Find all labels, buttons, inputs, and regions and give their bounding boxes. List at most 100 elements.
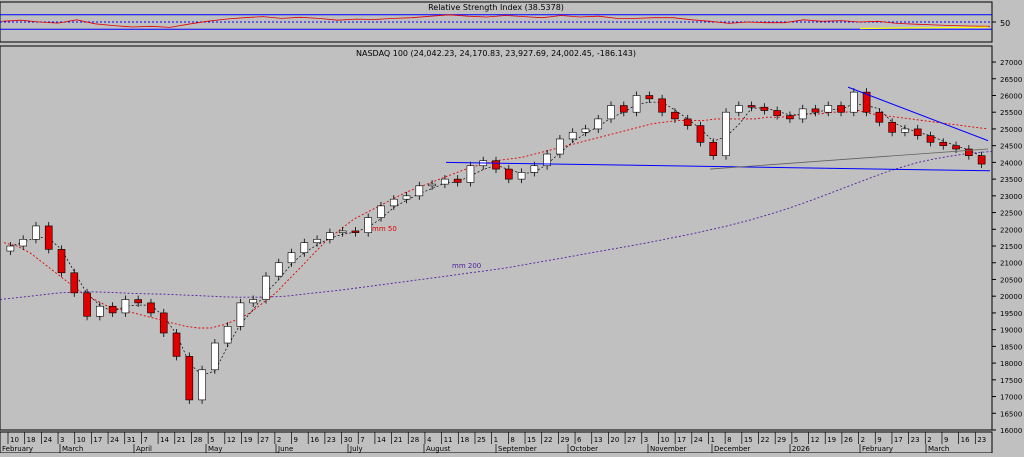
y-tick-label: 22000 — [1000, 226, 1022, 234]
month-label: March — [928, 445, 949, 453]
mm200-annotation: mm 200 — [452, 262, 481, 270]
x-tick-label: 22 — [544, 436, 553, 444]
month-label: July — [349, 445, 363, 453]
gray-trendline — [709, 148, 989, 170]
candle-up — [364, 217, 373, 233]
candle-down — [696, 125, 705, 143]
x-tick-label: 5 — [794, 436, 798, 444]
x-tick-label: 7 — [143, 436, 147, 444]
y-tick-label: 27000 — [1000, 59, 1022, 67]
candle-up — [262, 275, 270, 300]
candle-up — [798, 108, 807, 120]
candle-up — [415, 185, 424, 197]
x-tick-label: 1 — [494, 436, 498, 444]
month-label: April — [136, 445, 152, 453]
candle-up — [6, 245, 15, 252]
x-tick-label: 24 — [694, 436, 703, 444]
x-tick-label: 13 — [594, 436, 603, 444]
resistance-trendline — [847, 86, 989, 142]
y-tick-label: 25000 — [1000, 126, 1022, 134]
price-panel: NASDAQ 100 (24,042.23, 24,170.83, 23,927… — [0, 45, 1022, 435]
candle-up — [581, 128, 590, 133]
candle-down — [504, 168, 513, 180]
y-tick-label: 19500 — [1000, 310, 1022, 318]
x-tick-label: 16 — [961, 436, 970, 444]
x-tick-label: 3 — [644, 436, 648, 444]
x-tick-label: 2 — [927, 436, 931, 444]
y-tick-label: 21500 — [1000, 243, 1022, 251]
candle-down — [875, 111, 884, 123]
candle-down — [70, 272, 79, 294]
candle-down — [811, 108, 820, 113]
y-tick-label: 22500 — [1000, 210, 1022, 218]
candle-down — [658, 98, 666, 113]
x-tick-label: 21 — [177, 436, 186, 444]
candle-up — [274, 262, 283, 277]
candle-up — [466, 165, 475, 183]
month-label: December — [714, 445, 750, 453]
mm200-line — [0, 150, 993, 300]
mm50-annotation: mm 50 — [372, 225, 397, 233]
x-tick-label: 23 — [977, 436, 986, 444]
x-tick-label: 2 — [861, 436, 865, 444]
candle-down — [888, 121, 896, 133]
candle-up — [389, 198, 398, 207]
candle-down — [977, 155, 986, 165]
candle-up — [543, 153, 551, 167]
x-tick-label: 20 — [610, 436, 619, 444]
y-tick-label: 25500 — [1000, 109, 1022, 117]
x-tick-label: 5 — [210, 436, 214, 444]
support-trendline — [445, 161, 991, 172]
x-tick-label: 26 — [844, 436, 853, 444]
price-title: NASDAQ 100 (24,042.23, 24,170.83, 23,927… — [356, 49, 636, 58]
candle-down — [952, 145, 960, 150]
x-tick-label: 10 — [10, 436, 19, 444]
x-tick-label: 8 — [727, 436, 731, 444]
x-tick-label: 27 — [260, 436, 269, 444]
candle-down — [773, 110, 781, 116]
y-tick-label: 19000 — [1000, 327, 1022, 335]
x-tick-label: 3 — [60, 436, 64, 444]
x-tick-label: 16 — [310, 436, 319, 444]
month-label: March — [62, 445, 83, 453]
x-tick-label: 12 — [227, 436, 236, 444]
candle-down — [172, 332, 181, 357]
candle-up — [287, 252, 296, 264]
x-tick-label: 14 — [160, 436, 169, 444]
x-tick-label: 11 — [444, 436, 453, 444]
rsi-line — [1, 14, 991, 28]
candle-up — [223, 326, 232, 344]
x-tick-label: 4 — [427, 436, 432, 444]
candle-up — [568, 131, 577, 140]
y-tick-label: 16500 — [1000, 410, 1022, 418]
candle-up — [632, 95, 641, 113]
y-tick-label: 20000 — [1000, 293, 1022, 301]
x-tick-label: 9 — [294, 436, 298, 444]
candle-up — [249, 299, 258, 304]
x-tick-label: 17 — [93, 436, 102, 444]
candle-down — [619, 105, 628, 113]
month-label: February — [862, 445, 893, 453]
x-tick-label: 6 — [577, 436, 582, 444]
x-tick-label: 10 — [77, 436, 86, 444]
candle-down — [134, 299, 142, 304]
candle-up — [850, 91, 858, 113]
y-tick-label: 18000 — [1000, 360, 1022, 368]
candle-up — [198, 369, 206, 401]
rsi-tick-label: 50 — [1000, 19, 1010, 28]
candle-down — [351, 230, 360, 233]
y-tick-label: 26000 — [1000, 92, 1022, 100]
candle-down — [147, 302, 155, 314]
y-tick-label: 26500 — [1000, 76, 1022, 84]
candle-up — [313, 239, 321, 243]
candle-down — [645, 95, 654, 100]
y-tick-label: 17000 — [1000, 394, 1022, 402]
candle-up — [402, 195, 411, 200]
x-tick-label: 27 — [627, 436, 636, 444]
x-axis: 10 18 24 3 10 17 24 31 7 14 21 28 5 12 19 27 2 9 16 23 30 7 14… — [0, 431, 993, 454]
x-tick-label: 25 — [477, 436, 486, 444]
candle-down — [108, 305, 117, 314]
x-tick-label: 17 — [894, 436, 903, 444]
y-tick-label: 18500 — [1000, 343, 1022, 351]
